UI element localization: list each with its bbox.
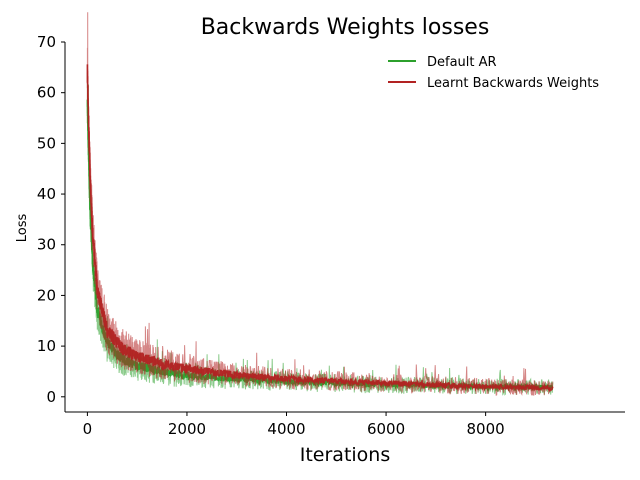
y-axis-label: Loss — [15, 214, 30, 243]
series-1 — [86, 12, 554, 396]
y-tick-label: 10 — [37, 337, 56, 355]
x-axis-label: Iterations — [300, 444, 391, 466]
y-tick-label: 40 — [37, 185, 56, 203]
y-tick-label: 20 — [37, 286, 56, 304]
series-line-raw — [86, 12, 554, 396]
series-line-raw — [86, 72, 554, 396]
legend-label: Default AR — [427, 55, 497, 70]
y-tick-label: 30 — [37, 236, 56, 254]
legend: Default AR Learnt Backwards Weights — [388, 55, 599, 91]
chart-title: Backwards Weights losses — [201, 15, 490, 40]
series-0 — [86, 72, 554, 396]
y-tick-label: 70 — [37, 33, 56, 51]
axes-layer: 0 10 20 30 40 50 60 70 0 2000 4000 6000 8000 — [37, 33, 625, 438]
x-tick-label: 8000 — [467, 420, 505, 438]
x-tick-label: 6000 — [367, 420, 405, 438]
series-layer — [86, 12, 554, 396]
legend-label: Learnt Backwards Weights — [427, 76, 599, 91]
x-tick-label: 2000 — [168, 420, 206, 438]
y-tick-label: 60 — [37, 84, 56, 102]
series-line — [86, 64, 554, 393]
x-tick-label: 0 — [83, 420, 93, 438]
y-tick-label: 0 — [46, 388, 56, 406]
y-tick-label: 50 — [37, 134, 56, 152]
x-tick-label: 4000 — [267, 420, 305, 438]
